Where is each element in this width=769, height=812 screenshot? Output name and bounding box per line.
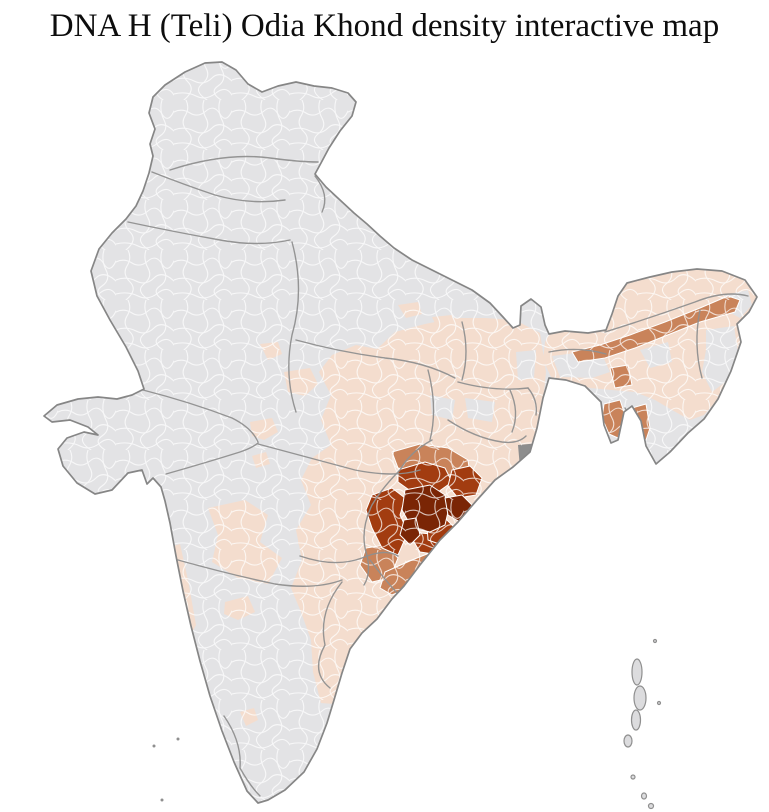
andaman-nicobar-islands[interactable] [623, 638, 662, 810]
map-title: DNA H (Teli) Odia Khond density interact… [49, 8, 720, 44]
india-outline [43, 61, 758, 804]
lakshadweep-islands[interactable] [152, 737, 180, 802]
state-boundaries [127, 155, 749, 797]
